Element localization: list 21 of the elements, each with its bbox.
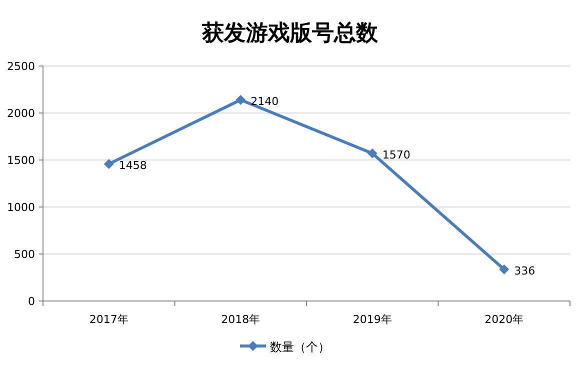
x-tick-label: 2020年 — [484, 313, 524, 326]
data-label: 2140 — [250, 94, 279, 108]
y-tick-label: 1000 — [7, 201, 35, 214]
y-tick-label: 2500 — [7, 60, 35, 73]
x-tick-label: 2017年 — [89, 313, 128, 326]
data-label: 336 — [514, 264, 536, 278]
data-label: 1458 — [118, 158, 147, 172]
y-tick-label: 1500 — [7, 154, 35, 167]
y-tick-label: 500 — [14, 248, 35, 261]
legend: 数量（个） — [240, 340, 330, 354]
y-tick-label: 0 — [28, 295, 35, 308]
point — [499, 264, 510, 274]
data-label: 1570 — [382, 148, 410, 162]
x-tick-label: 2019年 — [352, 313, 392, 326]
point — [367, 148, 378, 158]
x-tick-label: 2018年 — [221, 313, 260, 326]
chart-title: 获发游戏版号总数 — [201, 21, 379, 46]
legend-label: 数量（个） — [270, 340, 330, 354]
point — [104, 158, 114, 169]
y-tick-label: 2000 — [7, 107, 35, 120]
point — [236, 94, 246, 105]
